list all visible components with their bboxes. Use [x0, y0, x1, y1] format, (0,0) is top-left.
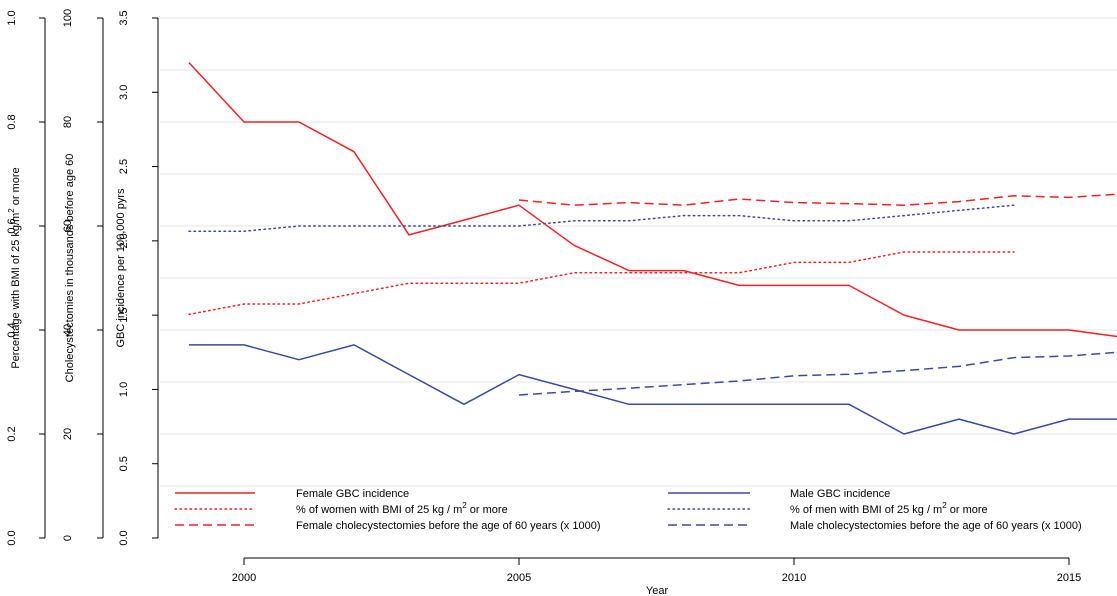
x-tick-label: 2000 [232, 572, 256, 584]
bmi-y-tick-label: 0.8 [6, 114, 18, 129]
gbc-y-tick-label: 1.5 [118, 307, 130, 322]
gbc-y-tick-label: 0.5 [118, 456, 130, 471]
series-of-men-with-bmi-of-25-kg-m2-or-more [188, 204, 1015, 232]
x-tick-label: 2015 [1057, 572, 1081, 584]
x-tick-label: 2005 [507, 572, 531, 584]
gbc-y-tick-label: 2.5 [118, 159, 130, 174]
series-male-gbc-incidence [189, 344, 1117, 435]
legend-label-female-gbc-incidence: Female GBC incidence [296, 488, 409, 500]
series-of-women-with-bmi-of-25-kg-m2-or-more [188, 251, 1015, 316]
bmi-y-tick-label: 0.0 [6, 530, 18, 545]
chole-y-tick-label: 20 [62, 428, 74, 440]
chole-y-tick-label: 0 [62, 535, 74, 541]
gbc-y-tick-label: 2.0 [118, 233, 130, 248]
chole-y-tick-label: 80 [62, 116, 74, 128]
chole-y-tick-label: 100 [62, 9, 74, 27]
gbc-y-tick-label: 1.0 [118, 382, 130, 397]
axes: 0.0 0.2 0.4 0.6 0.8 1.0 Percentage with BMI of… [6, 9, 1081, 596]
x-tick-label: 2010 [782, 572, 806, 584]
chole-y-tick-label: 60 [62, 220, 74, 232]
series-female-gbc-incidence [188, 62, 1117, 338]
chole-y-axis-title: Cholecystectomies in thousands before ag… [64, 154, 76, 383]
bmi-y-tick-label: 1.0 [6, 10, 18, 25]
series-female-cholecystectomies-before-the-age-of-60-years-x-1000 [518, 193, 1117, 206]
bmi-y-axis-title: Percentage with BMI of 25 kg/m2 or more [7, 167, 23, 368]
series-lines [188, 62, 1117, 435]
legend-label-of-men-with-bmi-of-25-kg-m2-or-more: % of men with BMI of 25 kg / m2 or more [790, 501, 988, 516]
chole-y-tick-label: 40 [62, 324, 74, 336]
bmi-y-tick-label: 0.4 [6, 322, 18, 337]
gbc-y-tick-label: 3.5 [118, 10, 130, 25]
legend-label-male-cholecystectomies-before-the-age-of-60-years-x-1000: Male cholecystectomies before the age of… [790, 520, 1082, 532]
legend-label-male-gbc-incidence: Male GBC incidence [790, 488, 890, 500]
bmi-y-tick-label: 0.2 [6, 426, 18, 441]
gbc-y-tick-label: 3.0 [118, 85, 130, 100]
series-male-cholecystectomies-before-the-age-of-60-years-x-1000 [518, 351, 1117, 396]
legend-label-female-cholecystectomies-before-the-age-of-60-years-x-1000: Female cholecystectomies before the age … [296, 520, 601, 532]
x-axis-title: Year [646, 585, 669, 596]
legend: Female GBC incidence% of women with BMI … [174, 488, 1082, 532]
legend-label-of-women-with-bmi-of-25-kg-m2-or-more: % of women with BMI of 25 kg / m2 or mor… [296, 501, 508, 516]
bmi-y-tick-label: 0.6 [6, 218, 18, 233]
gbc-y-tick-label: 0.0 [118, 530, 130, 545]
gbc-y-axis-title: GBC incidence per 100,000 pyrs [115, 188, 127, 347]
